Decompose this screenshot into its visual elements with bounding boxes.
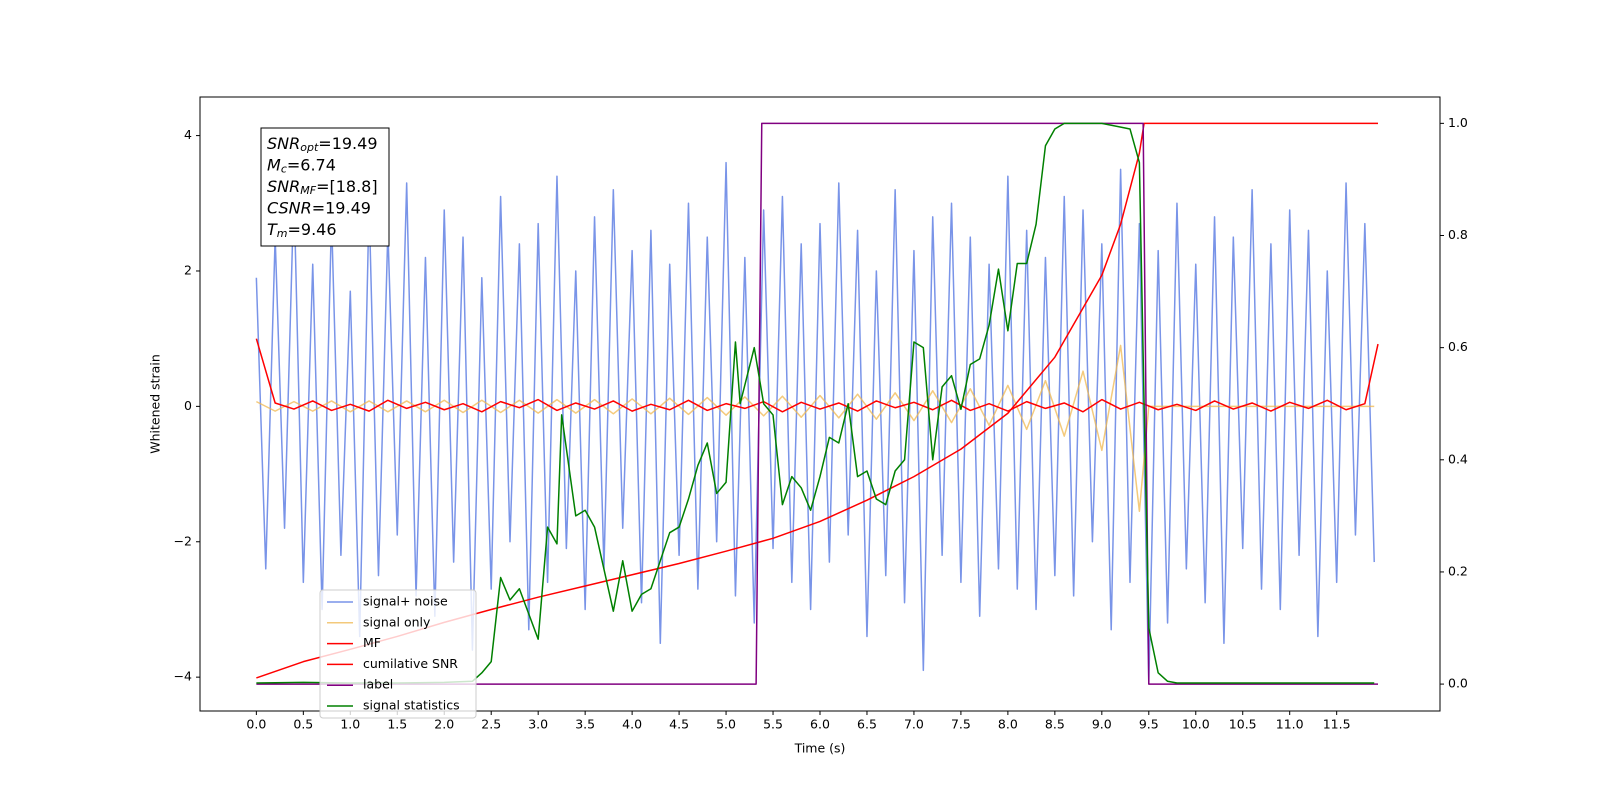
annotation-line: CSNR=19.49: [267, 198, 371, 217]
annotation-value: =9.46: [288, 220, 337, 239]
x-tick-label: 10.0: [1182, 717, 1210, 732]
annotation-symbol: M: [267, 155, 281, 174]
y-tick-label: −4: [174, 669, 192, 684]
legend-box: [319, 589, 477, 719]
x-tick-label: 8.5: [1045, 717, 1065, 732]
y-tick-label: 0: [184, 398, 192, 413]
x-tick-label: 8.0: [998, 717, 1018, 732]
series-line: [255, 338, 1379, 413]
annotation-value: =6.74: [287, 155, 336, 174]
x-tick-label: 5.0: [716, 717, 736, 732]
annotation-value: =[18.8]: [316, 177, 378, 196]
y2-tick-label: 0.2: [1448, 563, 1468, 578]
x-tick-label: 2.0: [434, 717, 454, 732]
y-axis-label: Whitened strain: [148, 354, 163, 453]
x-tick-label: 4.5: [669, 717, 689, 732]
x-tick-label: 7.0: [904, 717, 924, 732]
series-line: [256, 122, 1375, 684]
x-tick-label: 9.5: [1139, 717, 1159, 732]
series-line: [256, 122, 1378, 685]
x-tick-label: 11.0: [1276, 717, 1304, 732]
annotation-value: =19.49: [312, 198, 371, 217]
annotation-symbol: SNR: [267, 134, 300, 153]
y2-tick-label: 0.8: [1448, 227, 1468, 242]
y-tick-label: 2: [184, 262, 192, 277]
annotation-line: Mc=6.74: [267, 155, 336, 176]
x-tick-label: 1.5: [387, 717, 407, 732]
annotation-symbol: T: [267, 220, 278, 239]
legend-label: signal+ noise: [363, 594, 448, 609]
legend-label: label: [363, 677, 393, 692]
annotation-symbol: CSNR: [267, 198, 312, 217]
annotation-line: Tm=9.46: [267, 220, 337, 241]
x-tick-label: 9.0: [1092, 717, 1112, 732]
legend-label: signal statistics: [363, 698, 460, 713]
x-tick-label: 0.5: [293, 717, 313, 732]
x-tick-label: 11.5: [1323, 717, 1351, 732]
x-tick-label: 3.5: [575, 717, 595, 732]
x-axis-label: Time (s): [794, 741, 846, 756]
y2-tick-label: 0.0: [1448, 676, 1468, 691]
y2-tick-label: 1.0: [1448, 115, 1468, 130]
x-tick-label: 4.0: [622, 717, 642, 732]
x-tick-label: 1.0: [340, 717, 360, 732]
y-tick-label: −2: [174, 533, 192, 548]
legend: signal+ noise signal only MF cumilative SNR…: [319, 589, 477, 719]
annotation-line: SNRMF=[18.8]: [267, 177, 378, 198]
annotation: SNRopt=19.49Mc=6.74SNRMF=[18.8]CSNR=19.4…: [260, 127, 390, 247]
y-tick-label: 4: [184, 127, 192, 142]
x-tick-label: 6.5: [857, 717, 877, 732]
x-tick-label: 0.0: [246, 717, 266, 732]
x-tick-label: 3.0: [528, 717, 548, 732]
x-tick-label: 5.5: [763, 717, 783, 732]
annotation-box: [260, 127, 390, 247]
annotation-value: =19.49: [318, 134, 377, 153]
annotation-subscript: m: [277, 227, 288, 240]
y2-tick-label: 0.6: [1448, 339, 1468, 354]
annotation-subscript: c: [281, 163, 287, 176]
legend-label: cumilative SNR: [363, 656, 458, 671]
annotation-subscript: opt: [300, 141, 319, 154]
legend-label: MF: [363, 635, 381, 650]
x-tick-label: 7.5: [951, 717, 971, 732]
annotation-subscript: MF: [300, 184, 316, 197]
series-line: [255, 161, 1375, 685]
x-tick-label: 2.5: [481, 717, 501, 732]
y2-tick-label: 0.4: [1448, 451, 1468, 466]
legend-label: signal only: [363, 614, 431, 629]
x-tick-label: 6.0: [810, 717, 830, 732]
x-tick-label: 10.5: [1229, 717, 1257, 732]
annotation-line: SNRopt=19.49: [267, 134, 378, 155]
annotation-symbol: SNR: [267, 177, 300, 196]
